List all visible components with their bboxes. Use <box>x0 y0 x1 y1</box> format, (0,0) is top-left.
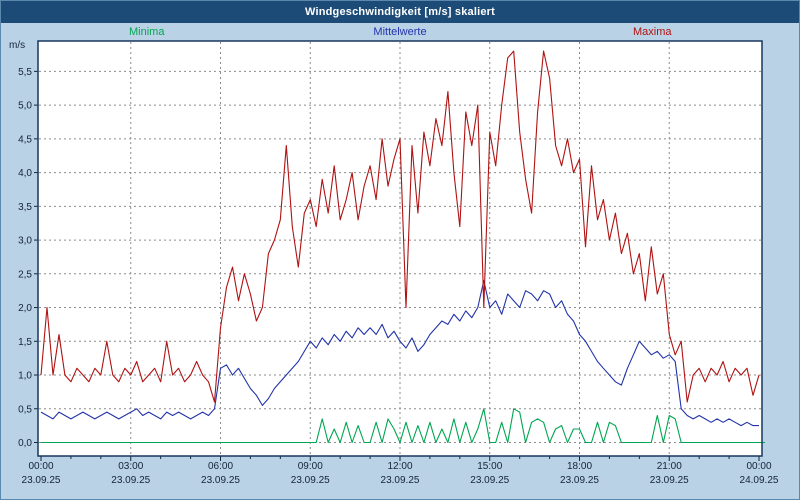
svg-text:2,5: 2,5 <box>18 269 32 280</box>
legend: Minima Mittelwerte Maxima <box>1 26 799 40</box>
svg-text:3,5: 3,5 <box>18 202 32 213</box>
legend-minima-label: Minima <box>129 26 165 38</box>
svg-text:23.09.25: 23.09.25 <box>111 475 150 486</box>
svg-text:0,0: 0,0 <box>18 438 32 449</box>
svg-text:3,0: 3,0 <box>18 236 32 247</box>
svg-text:2,0: 2,0 <box>18 303 32 314</box>
svg-text:5,0: 5,0 <box>18 101 32 112</box>
legend-mittelwerte-label: Mittelwerte <box>373 26 427 38</box>
svg-text:18:00: 18:00 <box>567 461 592 472</box>
svg-text:12:00: 12:00 <box>387 461 412 472</box>
chart-title: Windgeschwindigkeit [m/s] skaliert <box>1 1 799 23</box>
svg-text:23.09.25: 23.09.25 <box>201 475 240 486</box>
svg-text:23.09.25: 23.09.25 <box>470 475 509 486</box>
svg-text:00:00: 00:00 <box>746 461 771 472</box>
svg-text:23.09.25: 23.09.25 <box>560 475 599 486</box>
svg-text:21:00: 21:00 <box>657 461 682 472</box>
svg-text:09:00: 09:00 <box>298 461 323 472</box>
svg-text:m/s: m/s <box>9 40 25 51</box>
svg-text:5,5: 5,5 <box>18 67 32 78</box>
svg-text:15:00: 15:00 <box>477 461 502 472</box>
svg-text:23.09.25: 23.09.25 <box>381 475 420 486</box>
svg-text:23.09.25: 23.09.25 <box>291 475 330 486</box>
svg-text:1,5: 1,5 <box>18 337 32 348</box>
svg-text:00:00: 00:00 <box>28 461 53 472</box>
svg-text:0,5: 0,5 <box>18 404 32 415</box>
svg-text:06:00: 06:00 <box>208 461 233 472</box>
svg-text:4,5: 4,5 <box>18 134 32 145</box>
svg-text:24.09.25: 24.09.25 <box>740 475 779 486</box>
svg-text:23.09.25: 23.09.25 <box>22 475 61 486</box>
legend-maxima-label: Maxima <box>633 26 672 38</box>
svg-text:4,0: 4,0 <box>18 168 32 179</box>
svg-text:03:00: 03:00 <box>118 461 143 472</box>
svg-text:23.09.25: 23.09.25 <box>650 475 689 486</box>
svg-text:1,0: 1,0 <box>18 371 32 382</box>
